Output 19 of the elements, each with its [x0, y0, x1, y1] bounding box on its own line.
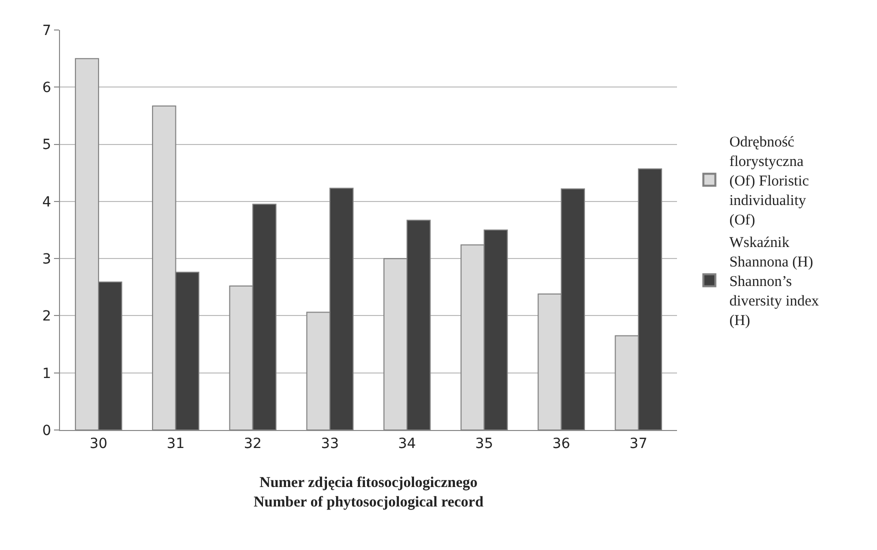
legend-label: Wskaźnik Shannona (H) Shannon’s diversity index (H): [729, 235, 820, 330]
x-tick-label: 35: [475, 436, 494, 452]
x-axis-title: Numer zdjęcia fitosocjologicznego Number of phytosocjological record: [254, 474, 484, 510]
x-tick-label: 31: [166, 436, 185, 452]
y-tick-label: 6: [42, 80, 52, 96]
y-tick-label: 7: [42, 22, 52, 39]
x-tick-label: 32: [244, 436, 262, 452]
x-tick-label: 37: [630, 436, 648, 452]
x-tick-label: 36: [552, 436, 570, 452]
y-tick-label: 5: [42, 137, 52, 154]
y-tick-label: 4: [42, 194, 52, 210]
y-tick-label: 2: [42, 308, 52, 325]
y-tick-label: 1: [42, 366, 52, 382]
legend-label: Odrębność florystyczna (Of) Floristic individuality (Of): [729, 134, 810, 229]
y-tick-label: 0: [42, 422, 52, 439]
x-tick-label: 30: [90, 436, 108, 452]
x-tick-label: 33: [321, 436, 339, 452]
y-tick-label: 3: [42, 251, 52, 268]
x-tick-label: 34: [398, 436, 416, 452]
